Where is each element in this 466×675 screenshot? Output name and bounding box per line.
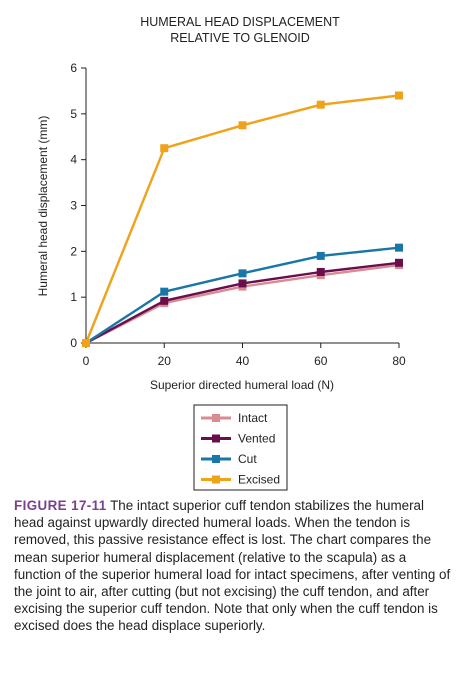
x-tick-label: 40 (236, 354, 250, 368)
x-tick-label: 0 (83, 354, 90, 368)
y-tick-label: 1 (70, 290, 77, 304)
legend-label-cut: Cut (238, 452, 257, 466)
y-tick-label: 5 (70, 107, 77, 121)
y-tick-label: 2 (70, 244, 77, 258)
data-point-vented (316, 267, 325, 276)
legend-label-excised: Excised (238, 473, 280, 487)
legend-marker-cut (212, 455, 220, 463)
series-line-excised (84, 94, 400, 344)
x-tick-label: 80 (392, 354, 406, 368)
caption-text: The intact superior cuff tendon stabiliz… (14, 498, 451, 634)
data-point-excised (238, 121, 247, 130)
data-point-cut (316, 251, 325, 260)
figure-label: FIGURE 17-11 (14, 498, 107, 513)
series-layer (82, 91, 403, 347)
data-point-cut (160, 287, 169, 296)
data-point-vented (238, 279, 247, 288)
data-point-excised (395, 91, 403, 100)
axes (85, 68, 399, 344)
data-point-vented (395, 258, 403, 267)
data-point-cut (238, 269, 247, 278)
legend-label-intact: Intact (238, 411, 268, 425)
series-cut (82, 243, 403, 347)
y-tick-label: 0 (70, 336, 77, 350)
y-tick-label: 6 (70, 61, 77, 75)
x-axis-label: Superior directed humeral load (N) (150, 378, 334, 392)
data-point-excised (316, 100, 325, 109)
series-line-cut (85, 246, 400, 345)
y-tick-label: 3 (70, 199, 77, 213)
legend-marker-excised (212, 475, 220, 484)
legend: Intact Vented Cut Excised (193, 404, 288, 491)
y-axis-label: Humeral head displacement (mm) (36, 116, 50, 297)
legend-label-vented: Vented (238, 432, 275, 446)
chart-title-line-2: RELATIVE TO GLENOID (170, 31, 310, 45)
y-tick-label: 4 (70, 153, 77, 167)
data-point-vented (160, 296, 169, 305)
series-excised (82, 91, 403, 347)
x-tick-label: 60 (314, 354, 328, 368)
figure-caption: FIGURE 17-11 The intact superior cuff te… (14, 497, 454, 635)
data-point-excised (160, 144, 169, 153)
legend-marker-vented (212, 434, 220, 443)
chart: HUMERAL HEAD DISPLACEMENT RELATIVE TO GL… (36, 15, 406, 491)
x-tick-label: 20 (158, 354, 172, 368)
data-point-excised (82, 339, 90, 347)
legend-marker-intact (212, 414, 220, 422)
chart-title-line-1: HUMERAL HEAD DISPLACEMENT (140, 15, 340, 29)
data-point-cut (395, 243, 403, 252)
